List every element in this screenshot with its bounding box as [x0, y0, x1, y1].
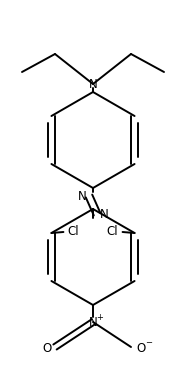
Text: +: +: [96, 312, 103, 321]
Text: Cl: Cl: [107, 225, 118, 238]
Text: O: O: [136, 343, 146, 356]
Text: O: O: [42, 343, 52, 356]
Text: N: N: [89, 78, 97, 91]
Text: Cl: Cl: [68, 225, 79, 238]
Text: N: N: [100, 207, 108, 221]
Text: N: N: [89, 316, 97, 328]
Text: −: −: [145, 339, 153, 347]
Text: N: N: [78, 189, 86, 203]
